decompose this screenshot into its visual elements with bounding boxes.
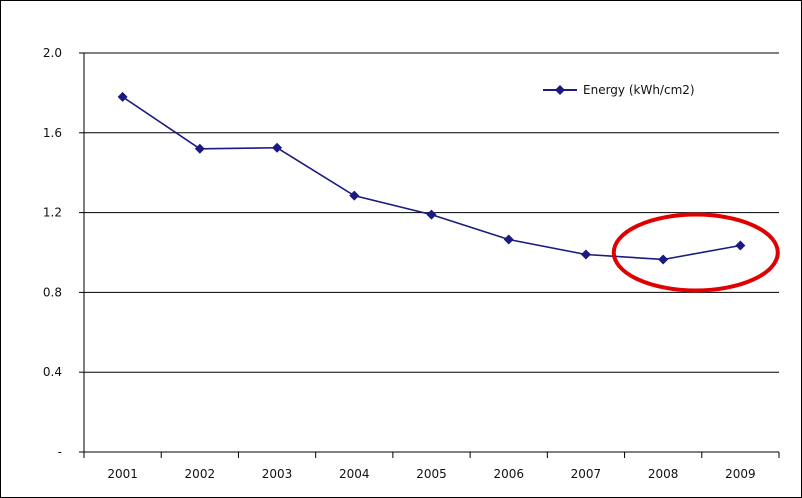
data-point-marker — [658, 254, 669, 265]
highlight-ellipse — [611, 212, 780, 293]
axes — [79, 52, 780, 458]
x-tick-label: 2005 — [416, 467, 447, 481]
x-tick-label: 2001 — [107, 467, 138, 481]
series-energy — [117, 91, 746, 265]
x-tick-label: 2007 — [571, 467, 602, 481]
legend: Energy (kWh/cm2) — [543, 83, 695, 97]
y-tick-label: 1.6 — [43, 126, 62, 140]
x-tick-labels: 2001 2002 2003 2004 2005 2006 2007 2008 2009 — [107, 467, 755, 481]
data-point-marker — [117, 91, 128, 102]
x-tick-label: 2006 — [493, 467, 524, 481]
x-tick-label: 2002 — [185, 467, 216, 481]
data-point-marker — [272, 142, 283, 153]
x-tick-label: 2003 — [262, 467, 293, 481]
data-point-marker — [735, 240, 746, 251]
y-tick-label: 0.4 — [43, 365, 62, 379]
legend-marker — [555, 85, 565, 95]
y-tick-labels: - 0.4 0.8 1.2 1.6 2.0 — [43, 46, 62, 459]
data-point-marker — [503, 234, 514, 245]
y-tick-label: 1.2 — [43, 206, 62, 220]
x-tick-label: 2008 — [648, 467, 679, 481]
data-point-marker — [580, 249, 591, 260]
data-point-marker — [194, 143, 205, 154]
legend-label-energy: Energy (kWh/cm2) — [583, 83, 695, 97]
y-tick-label: 2.0 — [43, 46, 62, 60]
data-point-marker — [426, 209, 437, 220]
data-point-marker — [349, 190, 360, 201]
x-tick-label: 2004 — [339, 467, 370, 481]
x-tick-label: 2009 — [725, 467, 756, 481]
series-line — [122, 96, 741, 261]
y-tick-label: 0.8 — [43, 285, 62, 299]
y-tick-label: - — [58, 445, 62, 459]
